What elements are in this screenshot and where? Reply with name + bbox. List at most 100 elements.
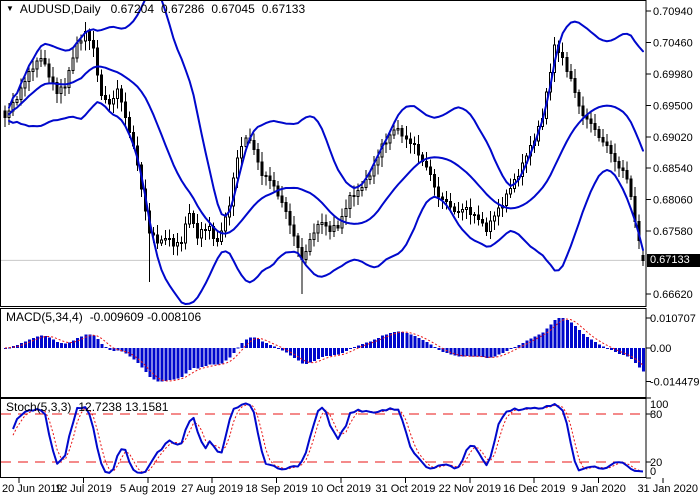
candle-body <box>184 223 188 244</box>
macd-histogram-bar <box>104 347 108 349</box>
chart-title: ▼ AUDUSD,Daily 0.67204 0.67286 0.67045 0.6713… <box>6 2 305 16</box>
macd-histogram-bar <box>296 348 300 361</box>
date-tick-label: 31 Oct 2019 <box>375 483 435 495</box>
candle-body <box>408 138 412 145</box>
candle-body <box>617 161 621 169</box>
candle-body <box>416 144 420 156</box>
candle-body <box>224 216 228 232</box>
macd-histogram-bar <box>525 340 529 348</box>
candle-body <box>569 71 573 79</box>
macd-histogram-bar <box>40 335 44 348</box>
macd-name: MACD(5,34,4) <box>6 310 83 324</box>
candle-body <box>509 187 513 195</box>
macd-histogram-bar <box>381 335 385 348</box>
macd-histogram-bar <box>513 346 517 348</box>
candle-body <box>460 208 464 213</box>
candle-body <box>561 51 565 58</box>
date-tick-label: 22 Nov 2019 <box>439 483 501 495</box>
candle-body <box>316 223 320 234</box>
macd-histogram-bar <box>176 348 180 379</box>
date-tick-label: 18 Sep 2019 <box>245 483 307 495</box>
macd-histogram-bar <box>377 337 381 348</box>
macd-histogram-bar <box>124 348 128 354</box>
price-tick-label: 0.66620 <box>653 289 693 301</box>
macd-histogram-bar <box>509 348 513 350</box>
macd-histogram-bar <box>192 348 196 369</box>
macd-histogram-bar <box>481 348 485 358</box>
macd-histogram-bar <box>112 348 116 351</box>
macd-histogram-bar <box>473 348 477 357</box>
candle-body <box>629 178 633 198</box>
macd-histogram-bar <box>228 348 232 358</box>
candle-body <box>468 207 472 216</box>
macd-histogram-bar <box>533 336 537 348</box>
macd-histogram-bar <box>497 348 501 355</box>
macd-histogram-bar <box>489 348 493 358</box>
candle-body <box>340 216 344 229</box>
macd-histogram-bar <box>373 339 377 348</box>
candle-body <box>573 77 577 94</box>
price-tick-label: 0.68060 <box>653 195 693 207</box>
macd-histogram-bar <box>621 348 625 356</box>
ohlc-close: 0.67133 <box>261 2 306 16</box>
macd-histogram-bar <box>617 348 621 354</box>
candle-body <box>252 140 256 151</box>
macd-histogram-bar <box>417 337 421 348</box>
macd-histogram-bar <box>164 348 168 382</box>
candle-body <box>3 110 7 119</box>
candle-body <box>35 60 39 70</box>
macd-histogram-bar <box>304 348 308 364</box>
macd-histogram-bar <box>188 348 192 370</box>
candle-body <box>63 86 67 89</box>
macd-histogram-bar <box>56 341 60 348</box>
macd-histogram-bar <box>537 334 541 348</box>
macd-histogram-bar <box>329 348 333 356</box>
candle-body <box>368 175 372 180</box>
candle-body <box>360 187 364 191</box>
macd-histogram-bar <box>208 348 212 365</box>
macd-histogram-bar <box>80 336 84 348</box>
candle-body <box>444 198 448 203</box>
macd-histogram-bar <box>389 332 393 348</box>
candle-body <box>485 222 488 232</box>
macd-histogram-bar <box>72 340 76 348</box>
stoch-values: 12.7238 13.1581 <box>78 400 169 414</box>
price-tick-label: 0.67580 <box>653 226 693 238</box>
candle-body <box>332 225 336 233</box>
candle-body <box>472 214 476 217</box>
macd-histogram-bar <box>369 341 373 348</box>
macd-panel <box>4 318 645 382</box>
candle-body <box>388 134 392 144</box>
candle-body <box>412 143 416 146</box>
candle-body <box>292 224 296 237</box>
macd-histogram-bar <box>4 348 7 349</box>
candle-body <box>123 101 127 119</box>
date-tick-label: 16 Dec 2019 <box>503 483 565 495</box>
candle-body <box>99 74 103 97</box>
macd-histogram-bar <box>216 348 220 365</box>
macd-histogram-bar <box>240 342 244 348</box>
macd-histogram-bar <box>541 332 545 348</box>
macd-histogram-bar <box>120 348 124 352</box>
candle-body <box>284 202 288 212</box>
stoch-panel-frame <box>0 398 647 478</box>
macd-histogram-bar <box>152 348 156 380</box>
candle-body <box>428 166 432 175</box>
macd-histogram-bar <box>132 348 136 360</box>
stoch-panel <box>1 402 645 474</box>
candle-body <box>320 222 324 225</box>
candle-body <box>264 174 268 177</box>
candle-body <box>589 118 593 125</box>
candle-body <box>75 42 79 59</box>
macd-histogram-bar <box>561 318 565 348</box>
macd-histogram-bar <box>413 335 417 348</box>
candle-body <box>348 194 352 209</box>
candle-body <box>505 193 509 206</box>
macd-histogram-bar <box>244 339 248 348</box>
macd-histogram-bar <box>68 342 72 348</box>
candle-body <box>115 88 119 100</box>
ohlc-low: 0.67045 <box>211 2 255 16</box>
macd-histogram-bar <box>200 348 204 368</box>
